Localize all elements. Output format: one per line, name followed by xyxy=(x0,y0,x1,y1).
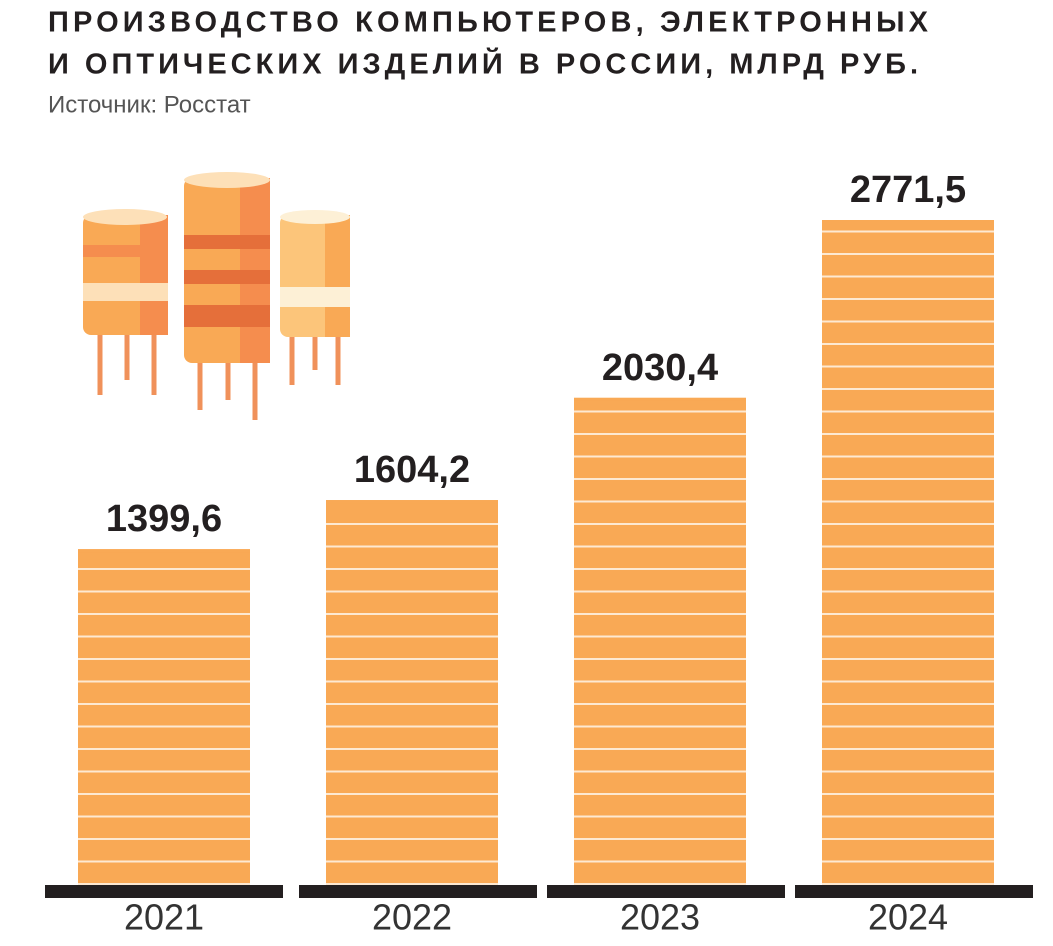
baseline xyxy=(795,885,1033,898)
bar-top xyxy=(574,397,746,401)
chart-subtitle: Источник: Росстат xyxy=(48,91,251,118)
value-label: 2771,5 xyxy=(850,169,966,211)
baseline xyxy=(45,885,283,898)
bar-top xyxy=(822,220,994,223)
illustration xyxy=(83,172,350,420)
bar-top xyxy=(78,549,250,553)
chart-title: И ОПТИЧЕСКИХ ИЗДЕЛИЙ В РОССИИ, МЛРД РУБ. xyxy=(48,47,918,81)
value-label: 1604,2 xyxy=(354,449,470,491)
value-label: 2030,4 xyxy=(602,347,718,389)
value-label: 1399,6 xyxy=(106,498,222,540)
bar xyxy=(78,549,250,885)
baseline xyxy=(547,885,785,898)
bar-top xyxy=(326,500,498,504)
chart-title: ПРОИЗВОДСТВО КОМПЬЮТЕРОВ, ЭЛЕКТРОННЫХ xyxy=(48,7,929,39)
baseline xyxy=(299,885,537,898)
x-tick-label: 2024 xyxy=(868,897,948,938)
x-tick-label: 2022 xyxy=(372,897,452,938)
bar xyxy=(822,220,994,885)
x-tick-label: 2021 xyxy=(124,897,204,938)
bar xyxy=(326,500,498,885)
x-tick-label: 2023 xyxy=(620,897,700,938)
bar xyxy=(574,397,746,885)
